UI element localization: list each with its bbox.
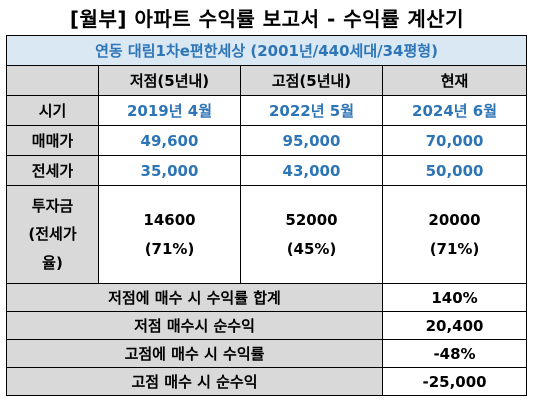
row-label-investment: 투자금 (전세가 율) [6,185,99,284]
summary-value: -48% [381,339,528,368]
summary-row-high-yield: 고점에 매수 시 수익률 -48% [6,339,528,368]
summary-value: -25,000 [381,367,528,396]
summary-label: 저점 매수시 순수익 [6,311,383,340]
investment-current: 20000 (71%) [381,185,528,284]
jeonse-price-low: 35,000 [98,155,241,186]
row-label-period: 시기 [6,95,99,126]
summary-row-high-profit: 고점 매수 시 순수익 -25,000 [6,367,528,396]
sale-price-current: 70,000 [381,125,528,156]
investment-ratio: (71%) [144,239,195,258]
report-title: [월부] 아파트 수익률 보고서 - 수익률 계산기 [69,7,465,31]
header-empty-cell [6,65,99,96]
jeonse-price-current: 50,000 [381,155,528,186]
investment-ratio: (71%) [429,239,480,258]
summary-row-low-profit: 저점 매수시 순수익 20,400 [6,311,528,340]
summary-label: 저점에 매수 시 수익률 합계 [6,283,383,312]
investment-low: 14600 (71%) [98,185,241,284]
table-row-sale-price: 매매가 49,600 95,000 70,000 [6,125,528,156]
table-row-jeonse-price: 전세가 35,000 43,000 50,000 [6,155,528,186]
row-label-sale-price: 매매가 [6,125,99,156]
header-current: 현재 [381,65,528,96]
period-current: 2024년 6월 [381,95,528,126]
sale-price-high: 95,000 [240,125,383,156]
investment-high: 52000 (45%) [240,185,383,284]
header-high-point: 고점(5년내) [240,65,383,96]
summary-value: 140% [381,283,528,312]
investment-label-line: 율) [42,253,63,272]
sale-price-low: 49,600 [98,125,241,156]
row-label-jeonse-price: 전세가 [6,155,99,186]
investment-amount: 20000 [428,211,481,229]
summary-value: 20,400 [381,311,528,340]
summary-label: 고점 매수 시 순수익 [6,367,383,396]
yield-table: 연동 대림1차e편한세상 (2001년/440세대/34평형) 저점(5년내) … [5,35,528,396]
header-low-point: 저점(5년내) [98,65,241,96]
table-row-investment: 투자금 (전세가 율) 14600 (71%) 52000 (45%) 2000… [6,185,528,284]
jeonse-price-high: 43,000 [240,155,383,186]
summary-label: 고점에 매수 시 수익률 [6,339,383,368]
investment-label-line: (전세가 [28,225,77,244]
investment-label-line: 투자금 [31,196,74,215]
summary-row-low-yield: 저점에 매수 시 수익률 합계 140% [6,283,528,312]
apartment-subtitle: 연동 대림1차e편한세상 (2001년/440세대/34평형) [5,35,528,66]
period-low: 2019년 4월 [98,95,241,126]
investment-ratio: (45%) [286,239,337,258]
investment-amount: 14600 [143,211,196,229]
investment-amount: 52000 [285,211,338,229]
table-row-period: 시기 2019년 4월 2022년 5월 2024년 6월 [6,95,528,126]
period-high: 2022년 5월 [240,95,383,126]
